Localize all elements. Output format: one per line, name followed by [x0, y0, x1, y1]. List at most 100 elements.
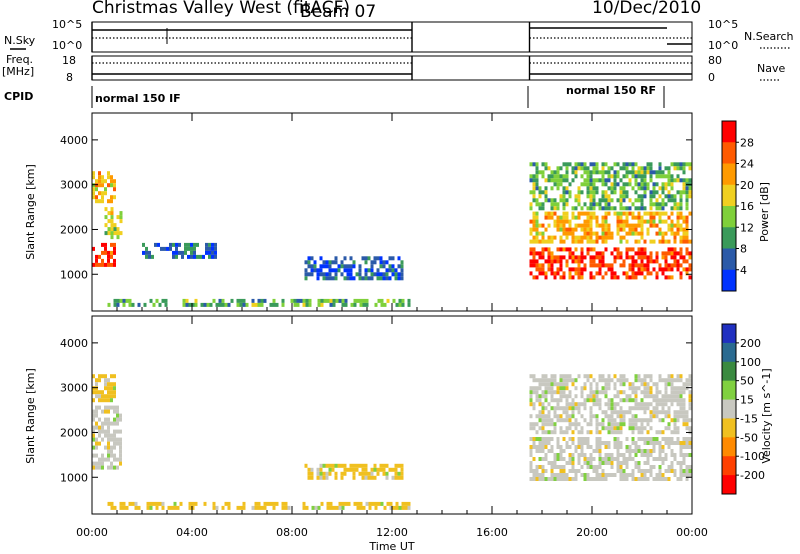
velocity-cell: [661, 445, 665, 449]
power-cell: [610, 263, 614, 268]
power-cell: [583, 235, 587, 240]
velocity-cell: [529, 437, 533, 441]
velocity-cell: [598, 477, 602, 481]
velocity-cell: [688, 394, 692, 399]
velocity-cell: [116, 437, 119, 442]
velocity-cell: [637, 374, 641, 379]
power-cell: [658, 174, 662, 179]
power-cell: [580, 251, 584, 256]
nave-label: Nave: [757, 62, 785, 75]
power-cell: [184, 242, 187, 247]
power-ytick-label: 4000: [60, 134, 88, 147]
power-cell: [328, 272, 332, 277]
velocity-cell: [385, 471, 389, 476]
velocity-cell: [646, 386, 650, 391]
velocity-cell: [595, 465, 599, 469]
velocity-cell: [592, 477, 596, 481]
velocity-cell: [604, 457, 608, 461]
velocity-cell: [98, 378, 101, 383]
power-cell: [547, 251, 551, 256]
velocity-cell: [649, 441, 653, 445]
velocity-cell: [332, 505, 336, 510]
velocity-cell: [685, 422, 689, 427]
power-cell: [664, 174, 668, 179]
velocity-cell: [619, 473, 623, 477]
velocity-cell: [637, 402, 641, 407]
velocity-cell: [661, 418, 665, 423]
velocity-cell: [610, 465, 614, 469]
velocity-cell: [347, 501, 351, 506]
velocity-cell: [589, 386, 593, 391]
velocity-cell: [658, 469, 662, 473]
cpid-label: CPID: [4, 90, 33, 103]
power-cell: [679, 162, 683, 167]
velocity-cell: [532, 473, 536, 477]
power-cell: [589, 215, 593, 220]
velocity-cell: [92, 413, 95, 418]
power-cell: [676, 227, 680, 232]
velocity-cell: [676, 386, 680, 391]
power-cell: [604, 162, 608, 167]
velocity-ytick-label: 3000: [60, 382, 88, 395]
power-cell: [541, 263, 545, 268]
power-cell: [640, 219, 644, 224]
velocity-cell: [352, 471, 356, 476]
power-cell: [610, 190, 614, 195]
power-cell: [365, 298, 369, 303]
velocity-cell: [658, 449, 662, 453]
power-cell: [559, 182, 563, 187]
velocity-cell: [676, 430, 680, 435]
power-cell: [92, 187, 95, 192]
power-cell: [667, 267, 671, 272]
velocity-cell: [577, 430, 581, 435]
velocity-cell: [667, 410, 671, 415]
power-cell: [379, 264, 383, 269]
power-cell: [98, 262, 101, 267]
power-cell: [532, 178, 536, 183]
power-cell: [631, 211, 635, 216]
power-cell: [98, 175, 101, 180]
power-cell: [113, 187, 116, 192]
power-cell: [577, 215, 581, 220]
velocity-cell: [389, 501, 393, 506]
power-cell: [110, 215, 114, 220]
velocity-cell: [559, 449, 563, 453]
power-cell: [661, 267, 665, 272]
power-cell: [193, 246, 196, 251]
power-cell: [400, 264, 404, 269]
power-cell: [230, 298, 234, 303]
power-cell: [574, 259, 578, 264]
velocity-cell: [571, 378, 575, 383]
power-cell: [604, 198, 608, 203]
power-cell: [101, 179, 104, 184]
velocity-cell: [544, 422, 548, 427]
power-cell: [407, 298, 411, 303]
power-cell: [679, 194, 683, 199]
power-cell: [658, 267, 662, 272]
velocity-cell: [101, 390, 104, 395]
power-cell: [214, 254, 217, 259]
power-cell: [649, 239, 653, 244]
velocity-cell: [604, 473, 608, 477]
velocity-cell: [604, 378, 608, 383]
velocity-cell: [688, 441, 692, 445]
velocity-cell: [260, 505, 264, 510]
velocity-cell: [107, 449, 110, 454]
power-cell: [391, 268, 395, 273]
power-cell: [110, 207, 114, 212]
power-cell: [667, 263, 671, 268]
power-cell: [676, 166, 680, 171]
velocity-cell: [340, 463, 344, 468]
power-cell: [544, 186, 548, 191]
power-cell: [556, 166, 560, 171]
velocity-cell: [107, 398, 110, 403]
power-cell: [628, 162, 632, 167]
velocity-cell: [574, 422, 578, 427]
velocity-cell: [394, 467, 398, 472]
velocity-cell: [571, 465, 575, 469]
velocity-cell: [646, 441, 650, 445]
power-cell: [154, 242, 157, 247]
velocity-cell: [340, 475, 344, 480]
velocity-cell: [643, 477, 647, 481]
